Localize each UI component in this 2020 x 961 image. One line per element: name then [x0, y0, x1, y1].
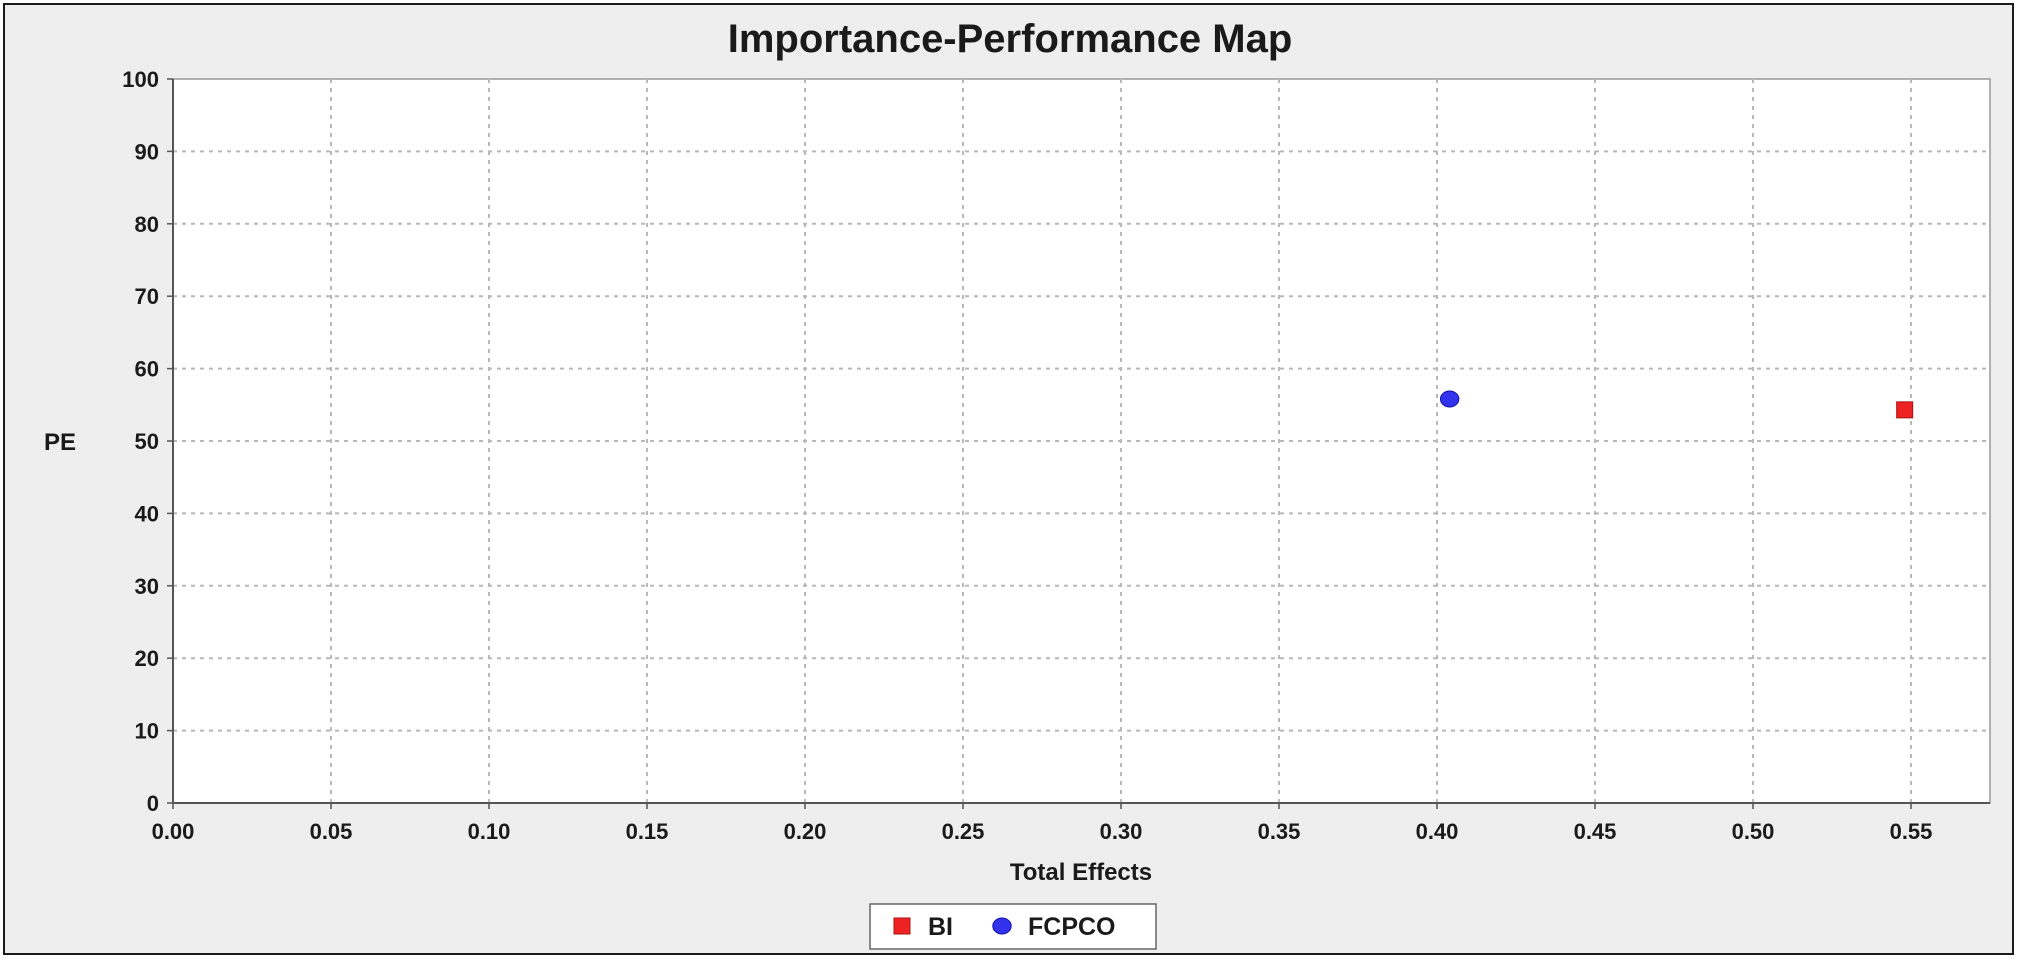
x-axis-title: Total Effects	[1010, 859, 1152, 886]
data-point-fcpco	[1439, 390, 1460, 408]
data-point-bi	[1896, 401, 1914, 419]
x-tick-label: 0.10	[468, 819, 511, 844]
legend: BI FCPCO	[869, 903, 1157, 950]
y-tick-label: 30	[135, 574, 159, 599]
legend-marker-fcpco	[992, 917, 1012, 935]
axes	[172, 79, 1990, 804]
y-tick-label: 80	[135, 212, 159, 237]
chart-title: Importance-Performance Map	[728, 17, 1293, 61]
x-tick-label: 0.15	[626, 819, 669, 844]
y-tick-label: 60	[135, 357, 159, 382]
y-tick-label: 90	[135, 139, 159, 164]
legend-box	[869, 903, 1157, 950]
x-tick-label: 0.25	[942, 819, 985, 844]
x-tick-label: 0.55	[1890, 819, 1933, 844]
y-tick-label: 10	[135, 719, 159, 744]
y-tick-label: 100	[122, 67, 159, 92]
y-tick-label: 20	[135, 646, 159, 671]
x-tick-label: 0.45	[1574, 819, 1617, 844]
x-tick-label: 0.50	[1732, 819, 1775, 844]
x-tick-labels: 0.00 0.05 0.10 0.15 0.20 0.25 0.30 0.35 0.40 0.45…	[152, 819, 1933, 844]
x-tick-label: 0.20	[784, 819, 827, 844]
x-tick-label: 0.35	[1258, 819, 1301, 844]
y-tick-label: 40	[135, 501, 159, 526]
x-tick-label: 0.00	[152, 819, 195, 844]
y-tick-label: 70	[135, 284, 159, 309]
legend-marker-bi	[893, 917, 911, 935]
legend-label-fcpco: FCPCO	[1028, 913, 1116, 941]
y-tick-label: 0	[147, 791, 159, 816]
legend-label-bi: BI	[928, 913, 953, 941]
data-points	[1439, 390, 1914, 419]
x-tick-label: 0.40	[1416, 819, 1459, 844]
y-axis-title: PE	[44, 429, 76, 456]
y-tick-labels: 0 10 20 30 40 50 60 70 80 90 100	[122, 67, 159, 816]
x-tick-label: 0.05	[310, 819, 353, 844]
x-tick-label: 0.30	[1100, 819, 1143, 844]
grid-lines	[167, 78, 1990, 809]
y-tick-label: 50	[135, 429, 159, 454]
